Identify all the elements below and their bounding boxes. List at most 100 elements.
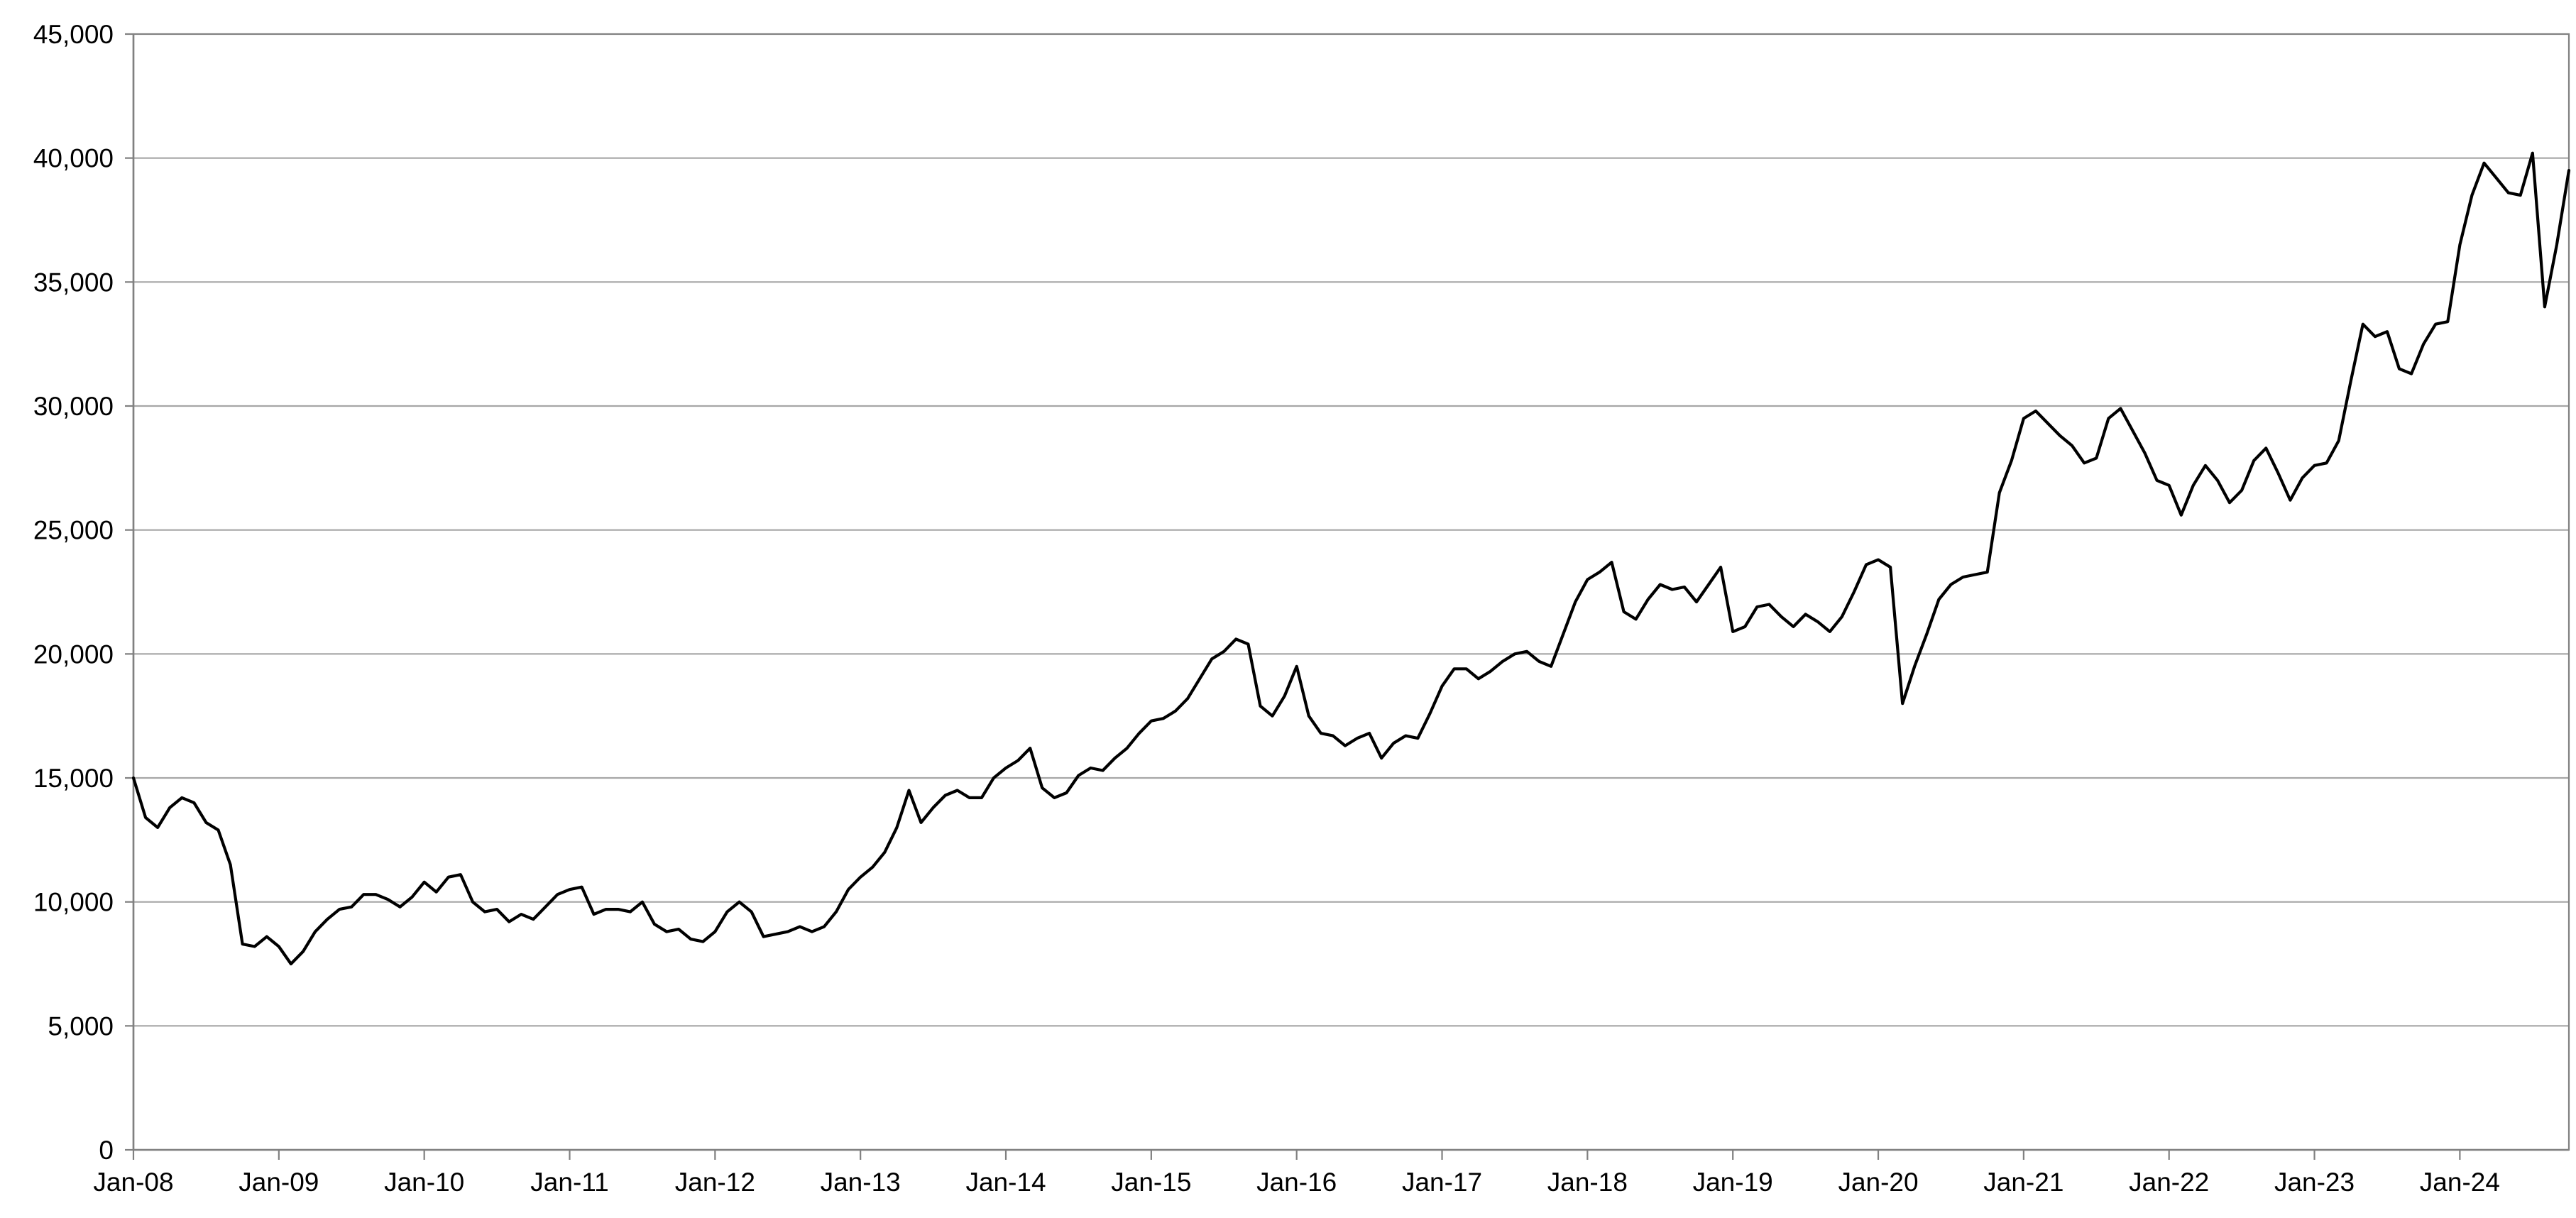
data-point [1562,633,1564,635]
data-point [1429,713,1431,714]
data-point [1477,678,1479,680]
data-point [1271,715,1273,717]
x-tick-label: Jan-12 [675,1168,755,1197]
data-point [1029,747,1031,749]
data-point [1660,583,1661,586]
data-point [1998,492,2000,494]
data-point [1295,666,1298,667]
data-point [2325,462,2328,464]
x-tick-label: Jan-19 [1693,1168,1773,1197]
data-point [593,914,595,915]
data-point [2229,502,2230,503]
data-point [908,789,910,791]
data-point [1974,574,1976,576]
data-point [1792,626,1794,627]
y-tick-label: 20,000 [33,640,114,669]
data-point [1126,747,1128,749]
data-point [253,945,256,948]
data-point [2144,452,2146,454]
x-tick-label: Jan-13 [821,1168,901,1197]
data-point [605,909,607,910]
data-point [1151,720,1152,722]
data-point [2289,499,2291,501]
data-point [1502,661,1503,662]
data-point [181,797,183,799]
data-point [2035,410,2037,412]
data-point [2265,447,2267,449]
data-point [1768,603,1770,605]
data-point [2277,472,2279,474]
data-point [278,945,280,948]
plot-frame [132,33,2570,1151]
data-point [387,899,389,900]
data-point [1393,742,1394,744]
data-point [2350,380,2352,382]
data-point [1308,715,1310,717]
data-point [1187,698,1188,699]
data-point [1623,611,1625,613]
data-point [1926,633,1928,635]
data-point [581,886,583,888]
y-tick-label: 30,000 [33,392,114,421]
data-point [241,943,243,945]
data-point [2181,514,2182,516]
data-point [2095,457,2098,459]
data-point [1114,757,1116,759]
data-point [2447,321,2449,323]
data-point [1538,661,1540,662]
data-point [1139,733,1140,734]
data-point [2168,485,2170,486]
series-line-0 [131,151,2571,966]
data-point [1914,666,1915,667]
data-point [1490,671,1491,672]
data-point [1950,583,1952,586]
data-point [956,789,958,791]
data-point [1356,737,1358,739]
data-point [363,894,365,895]
data-point [2459,244,2461,246]
data-point [193,802,195,803]
data-point [2337,440,2340,441]
data-point [932,807,934,808]
data-point [2108,417,2110,419]
data-point [544,906,547,908]
data-point [823,926,825,928]
data-point [1417,737,1419,739]
data-point [1017,759,1019,762]
y-tick-label: 35,000 [33,268,114,297]
data-point [508,921,510,923]
data-point [835,911,837,913]
data-point [133,777,134,779]
x-tick-label: Jan-15 [1111,1168,1191,1197]
data-point [1599,571,1601,573]
y-tick-label: 10,000 [33,888,114,917]
data-point [423,881,425,883]
data-point [2132,430,2134,432]
data-point [2399,368,2400,370]
data-point [2411,373,2412,375]
data-point [1696,601,1697,603]
data-point [1247,643,1249,645]
data-point [435,891,437,893]
data-point [2507,192,2509,194]
data-point [1938,598,1940,600]
data-point [2023,417,2024,419]
plot-area-border [132,33,2570,1151]
data-point [399,906,401,908]
data-point [1053,797,1056,799]
data-point [1878,559,1879,561]
y-axis-tick-labels: 0 5,000 10,000 15,000 20,000 25,000 30,000 35,0… [33,20,114,1165]
data-point [1369,733,1370,734]
data-point [811,931,813,933]
x-tick-label: Jan-18 [1547,1168,1628,1197]
data-point [2083,462,2085,464]
x-tick-label: Jan-16 [1256,1168,1337,1197]
data-point [1453,668,1455,670]
data-point [557,894,559,895]
data-point [1550,666,1552,667]
x-tick-label: Jan-08 [93,1168,173,1197]
data-point [1611,561,1613,563]
data-point [217,829,219,831]
data-point [375,894,377,895]
